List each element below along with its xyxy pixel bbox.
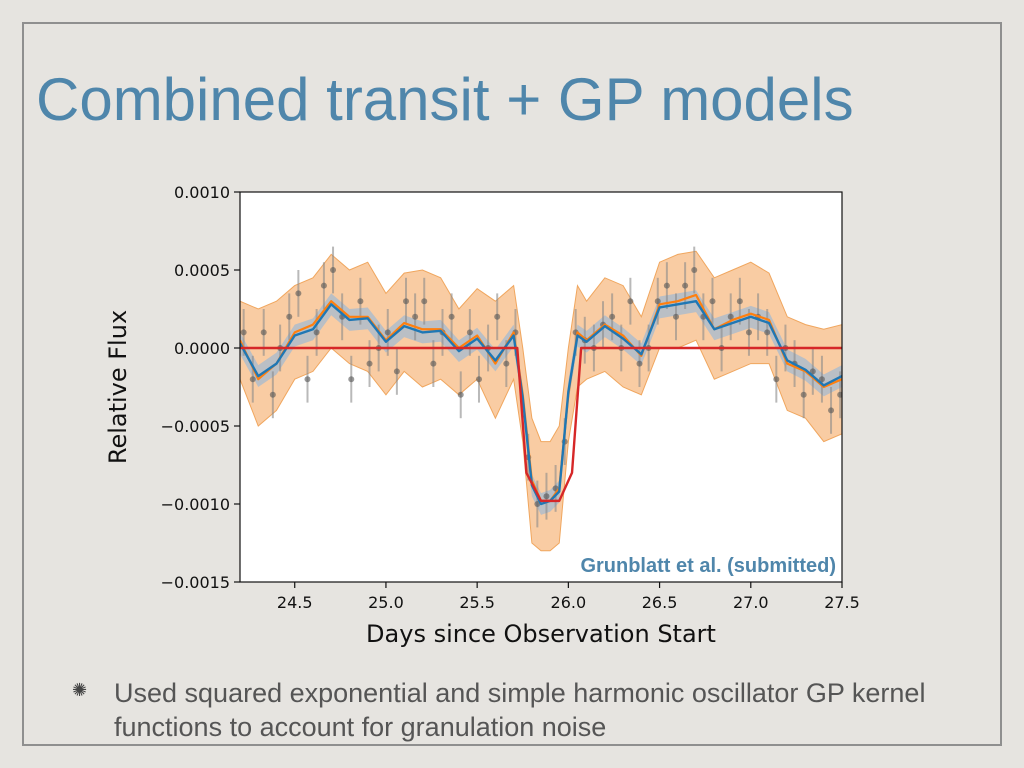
data-point <box>304 376 311 383</box>
data-point <box>295 290 302 297</box>
slide-title: Combined transit + GP models <box>36 66 854 133</box>
data-point <box>313 329 320 336</box>
citation-annotation: Grunblatt et al. (submitted) <box>580 555 836 577</box>
data-point <box>818 376 825 383</box>
x-tick-label: 27.5 <box>824 593 860 612</box>
plot-area <box>240 246 842 552</box>
y-tick-label: 0.0005 <box>174 261 230 280</box>
data-point <box>403 298 410 305</box>
data-point <box>457 391 464 398</box>
data-point <box>636 360 643 367</box>
data-point <box>543 493 550 500</box>
plot-content <box>240 192 842 582</box>
data-point <box>709 298 716 305</box>
data-point <box>672 313 679 320</box>
y-tick-label: −0.0015 <box>161 573 230 592</box>
data-point <box>654 298 661 305</box>
data-point <box>475 376 482 383</box>
data-point <box>366 360 373 367</box>
axis-ticks: 24.5 25.0 25.5 26.0 26.5 27.0 27.5 0.0010 0.0005… <box>161 183 860 612</box>
data-point <box>691 267 698 273</box>
data-point <box>330 267 337 273</box>
data-point <box>448 313 455 320</box>
data-point <box>609 313 616 320</box>
model-uncertainty-band <box>240 290 842 515</box>
data-point <box>727 313 734 320</box>
data-point <box>421 298 428 305</box>
data-point <box>412 313 419 320</box>
data-point <box>682 282 689 289</box>
data-point <box>466 329 473 336</box>
sparkle-icon: ✺ <box>72 680 88 700</box>
data-point <box>764 329 771 336</box>
data-point <box>240 329 247 336</box>
data-point <box>627 298 634 305</box>
data-point <box>393 368 400 375</box>
data-point <box>357 298 364 305</box>
x-axis-label: Days since Observation Start <box>366 620 716 648</box>
data-point <box>260 329 267 336</box>
x-tick-label: 26.5 <box>642 593 678 612</box>
x-tick-label: 24.5 <box>277 593 313 612</box>
y-tick-label: 0.0000 <box>174 339 230 358</box>
data-point <box>663 282 670 289</box>
data-point <box>534 501 541 507</box>
slide-frame <box>22 22 1002 746</box>
y-tick-label: 0.0010 <box>174 183 230 202</box>
x-tick-label: 25.0 <box>368 593 404 612</box>
bullet-text: Used squared exponential and simple harm… <box>114 678 926 742</box>
data-point <box>286 313 293 320</box>
data-point <box>503 360 510 367</box>
data-point <box>809 368 816 375</box>
y-tick-label: −0.0010 <box>161 495 230 514</box>
data-point <box>348 376 355 383</box>
gp-uncertainty-band <box>240 250 842 552</box>
data-point <box>745 329 752 336</box>
data-point <box>800 391 807 398</box>
x-tick-label: 25.5 <box>459 593 495 612</box>
data-point <box>384 329 391 336</box>
x-tick-label: 27.0 <box>733 593 769 612</box>
axes-frame <box>239 191 843 583</box>
data-point <box>320 282 327 289</box>
transit-model-line <box>240 346 842 503</box>
y-axis-label: Relative Flux <box>104 310 132 464</box>
data-point <box>249 376 256 383</box>
y-tick-label: −0.0005 <box>161 417 230 436</box>
data-point <box>494 313 501 320</box>
data-point <box>828 407 835 414</box>
data-point <box>773 376 780 383</box>
data-point <box>430 360 437 367</box>
x-tick-label: 26.0 <box>551 593 587 612</box>
data-point <box>837 391 842 398</box>
data-point <box>736 298 743 305</box>
combined-model-line <box>240 300 842 506</box>
data-point <box>269 391 276 398</box>
